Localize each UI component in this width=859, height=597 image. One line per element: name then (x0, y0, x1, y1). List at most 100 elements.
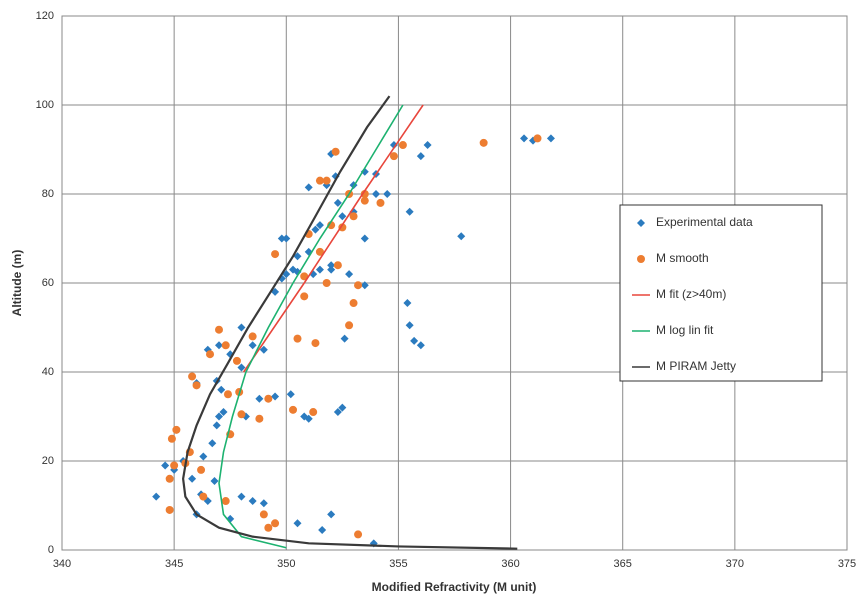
point (389, 141, 398, 150)
line (243, 104, 424, 373)
point (212, 421, 221, 430)
point (383, 190, 392, 198)
point (271, 392, 280, 401)
point (282, 234, 291, 243)
point (333, 408, 342, 417)
point (311, 339, 320, 348)
legend-label: M fit (z>40m) (656, 287, 726, 301)
point (360, 196, 369, 205)
y-tick-label: 80 (42, 188, 54, 200)
point (237, 323, 246, 332)
x-tick-label: 365 (614, 558, 632, 570)
point (232, 356, 241, 365)
point (271, 250, 280, 259)
point (416, 152, 425, 161)
point (255, 394, 264, 403)
point (360, 234, 369, 243)
legend-box (619, 204, 823, 382)
point (354, 530, 363, 539)
y-tick-label: 0 (48, 544, 54, 556)
point (206, 350, 215, 359)
point (248, 332, 257, 341)
point (264, 394, 273, 403)
point (360, 281, 369, 290)
point (389, 152, 398, 161)
point (416, 341, 425, 350)
point (309, 408, 318, 417)
point (318, 525, 327, 534)
point (345, 321, 354, 330)
point (255, 414, 264, 423)
point (293, 252, 302, 261)
point (327, 510, 336, 519)
x-tick-label: 350 (277, 558, 295, 570)
point (354, 281, 363, 290)
point (210, 477, 219, 486)
point (405, 207, 414, 216)
point (161, 461, 170, 470)
point (237, 363, 246, 372)
point (405, 321, 414, 330)
point (349, 299, 358, 308)
point (315, 221, 324, 230)
point (208, 439, 217, 448)
point (219, 408, 228, 417)
point (165, 505, 174, 514)
point (259, 345, 268, 354)
y-tick-label: 120 (36, 10, 54, 22)
point (300, 272, 309, 281)
point (293, 519, 302, 528)
point (340, 334, 349, 343)
point (277, 234, 286, 243)
point (248, 497, 257, 506)
point (315, 176, 324, 185)
point (221, 497, 230, 506)
point (327, 261, 336, 270)
point (423, 141, 432, 150)
legend-label: M PIRAM Jetty (656, 359, 736, 373)
point (199, 492, 208, 501)
plot-border (61, 15, 848, 551)
point (403, 299, 412, 308)
point (215, 325, 223, 334)
point (338, 212, 347, 221)
y-tick-label: 100 (36, 99, 54, 111)
x-tick-label: 340 (53, 558, 71, 570)
point (286, 390, 295, 399)
point (221, 341, 230, 350)
legend-label: M log lin fit (656, 323, 714, 337)
point (315, 247, 324, 256)
point (259, 510, 268, 519)
point (333, 198, 342, 207)
point (331, 147, 340, 156)
point (520, 134, 529, 143)
point (152, 492, 161, 501)
y-tick-label: 40 (42, 366, 54, 378)
point (398, 141, 407, 150)
point (188, 474, 197, 483)
point (338, 223, 347, 232)
point (215, 412, 223, 421)
point (338, 403, 347, 412)
point (457, 232, 466, 241)
point (293, 334, 302, 343)
y-tick-label: 60 (42, 277, 54, 289)
x-tick-label: 370 (726, 558, 744, 570)
legend-swatch (637, 219, 645, 227)
point (172, 425, 181, 434)
point (199, 452, 208, 461)
point (167, 434, 176, 443)
legend-label: Experimental data (656, 215, 753, 229)
point (311, 225, 320, 234)
point (349, 212, 358, 221)
point (248, 341, 257, 350)
point (217, 385, 226, 394)
point (479, 138, 488, 147)
point (333, 261, 342, 270)
point (289, 405, 298, 414)
x-tick-label: 345 (165, 558, 183, 570)
y-axis-title: Altitude (m) (10, 250, 24, 317)
point (345, 270, 354, 279)
